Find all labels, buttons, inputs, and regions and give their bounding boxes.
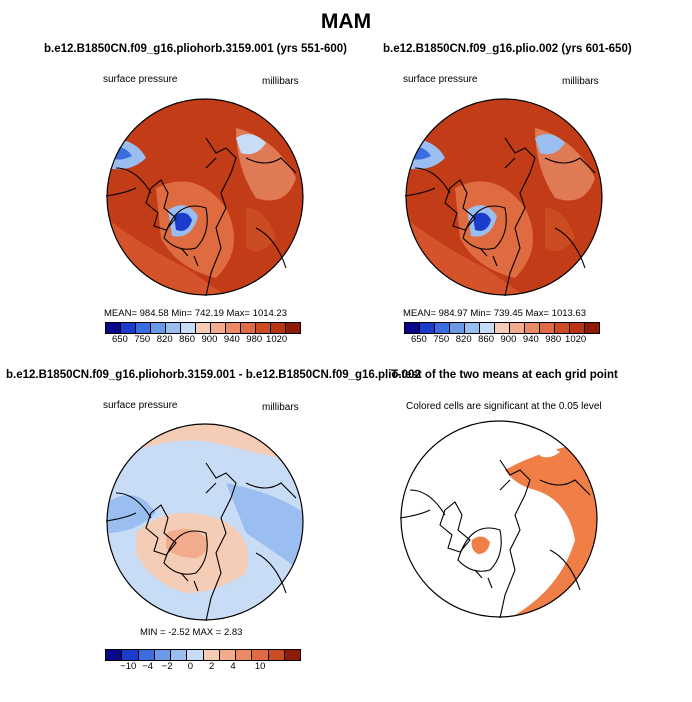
- colorbar-swatch: [122, 650, 139, 660]
- colorbar-swatch: [525, 323, 540, 333]
- colorbar-tick-label: 820: [455, 334, 472, 345]
- colorbar-swatch: [252, 650, 269, 660]
- colorbar-swatch: [435, 323, 450, 333]
- colorbar-swatch: [136, 323, 151, 333]
- colorbar-tick-label: 860: [179, 334, 195, 345]
- colorbar-tick-label: 650: [410, 334, 427, 345]
- colorbar-swatch: [405, 323, 420, 333]
- panel3-stats: MIN = -2.52 MAX = 2.83: [140, 627, 243, 638]
- colorbar-swatch: [271, 323, 286, 333]
- panel1-stats: MEAN= 984.58 Min= 742.19 Max= 1014.23: [104, 308, 287, 319]
- panel1-title: b.e12.B1850CN.f09_g16.pliohorb.3159.001 …: [44, 43, 347, 55]
- colorbar-swatch: [181, 323, 196, 333]
- colorbar-tick-label: 900: [500, 334, 517, 345]
- colorbar-swatch: [226, 323, 241, 333]
- panel1-variable-label: surface pressure: [103, 74, 178, 85]
- panel4-title: T-test of the two means at each grid poi…: [391, 369, 618, 381]
- colorbar-tick-label: 980: [246, 334, 263, 345]
- panel2-variable-label: surface pressure: [403, 74, 478, 85]
- colorbar-swatch: [570, 323, 585, 333]
- colorbar-swatch: [286, 323, 300, 333]
- panel2-stats: MEAN= 984.97 Min= 739.45 Max= 1013.63: [403, 308, 586, 319]
- colorbar-tick-label: 0: [187, 661, 194, 672]
- figure-title: MAM: [320, 10, 372, 33]
- panel1-polar-map: [106, 98, 304, 296]
- colorbar-swatch: [420, 323, 435, 333]
- colorbar-swatch: [106, 650, 123, 660]
- colorbar-swatch: [510, 323, 525, 333]
- panel3-variable-label: surface pressure: [103, 400, 178, 411]
- colorbar-tick-label: 2: [209, 661, 215, 672]
- colorbar-tick-label: 940: [522, 334, 539, 345]
- panel4-significance-map: [400, 420, 598, 618]
- colorbar-swatch: [241, 323, 256, 333]
- colorbar-swatch: [268, 650, 285, 660]
- colorbar-swatch: [236, 650, 253, 660]
- colorbar-swatch: [219, 650, 236, 660]
- colorbar-swatch: [540, 323, 555, 333]
- colorbar-swatch: [154, 650, 171, 660]
- panel2-colorbar: [404, 322, 600, 334]
- colorbar-tick-label: 650: [111, 334, 128, 345]
- colorbar-tick-label: 4: [230, 661, 236, 672]
- colorbar-swatch: [495, 323, 510, 333]
- colorbar-swatch: [450, 323, 465, 333]
- colorbar-swatch: [465, 323, 480, 333]
- panel1-units-label: millibars: [262, 76, 299, 87]
- colorbar-tick-label: 820: [156, 334, 173, 345]
- panel2-title: b.e12.B1850CN.f09_g16.plio.002 (yrs 601-…: [383, 43, 632, 55]
- panel3-colorbar: [105, 649, 301, 661]
- colorbar-swatch: [106, 323, 121, 333]
- colorbar-swatch: [166, 323, 181, 333]
- colorbar-swatch: [171, 650, 188, 660]
- panel1-colorbar: [105, 322, 301, 334]
- panel3-units-label: millibars: [262, 402, 299, 413]
- colorbar-tick-label: 1020: [266, 334, 288, 345]
- colorbar-tick-label: 860: [478, 334, 494, 345]
- colorbar-swatch: [138, 650, 155, 660]
- colorbar-tick-label: 900: [201, 334, 218, 345]
- colorbar-swatch: [284, 650, 300, 660]
- colorbar-tick-label: 10: [254, 661, 266, 672]
- panel4-subtitle: Colored cells are significant at the 0.0…: [406, 401, 602, 412]
- panel2-units-label: millibars: [562, 76, 599, 87]
- colorbar-tick-label: 980: [545, 334, 562, 345]
- panel2-polar-map: [405, 98, 603, 296]
- colorbar-swatch: [151, 323, 166, 333]
- colorbar-tick-label: 940: [223, 334, 240, 345]
- colorbar-swatch: [256, 323, 271, 333]
- colorbar-tick-label: 750: [134, 334, 151, 345]
- panel3-title: b.e12.B1850CN.f09_g16.pliohorb.3159.001 …: [6, 369, 421, 381]
- colorbar-swatch: [555, 323, 570, 333]
- colorbar-tick-label: 750: [433, 334, 450, 345]
- colorbar-swatch: [480, 323, 495, 333]
- colorbar-swatch: [203, 650, 220, 660]
- colorbar-swatch: [196, 323, 211, 333]
- colorbar-swatch: [211, 323, 226, 333]
- colorbar-tick-label: −2: [161, 661, 173, 672]
- colorbar-tick-label: −4: [142, 661, 154, 672]
- colorbar-tick-label: 1020: [565, 334, 587, 345]
- colorbar-swatch: [187, 650, 204, 660]
- panel3-difference-map: [106, 423, 304, 621]
- colorbar-swatch: [585, 323, 599, 333]
- colorbar-swatch: [121, 323, 136, 333]
- colorbar-tick-label: −10: [120, 661, 137, 672]
